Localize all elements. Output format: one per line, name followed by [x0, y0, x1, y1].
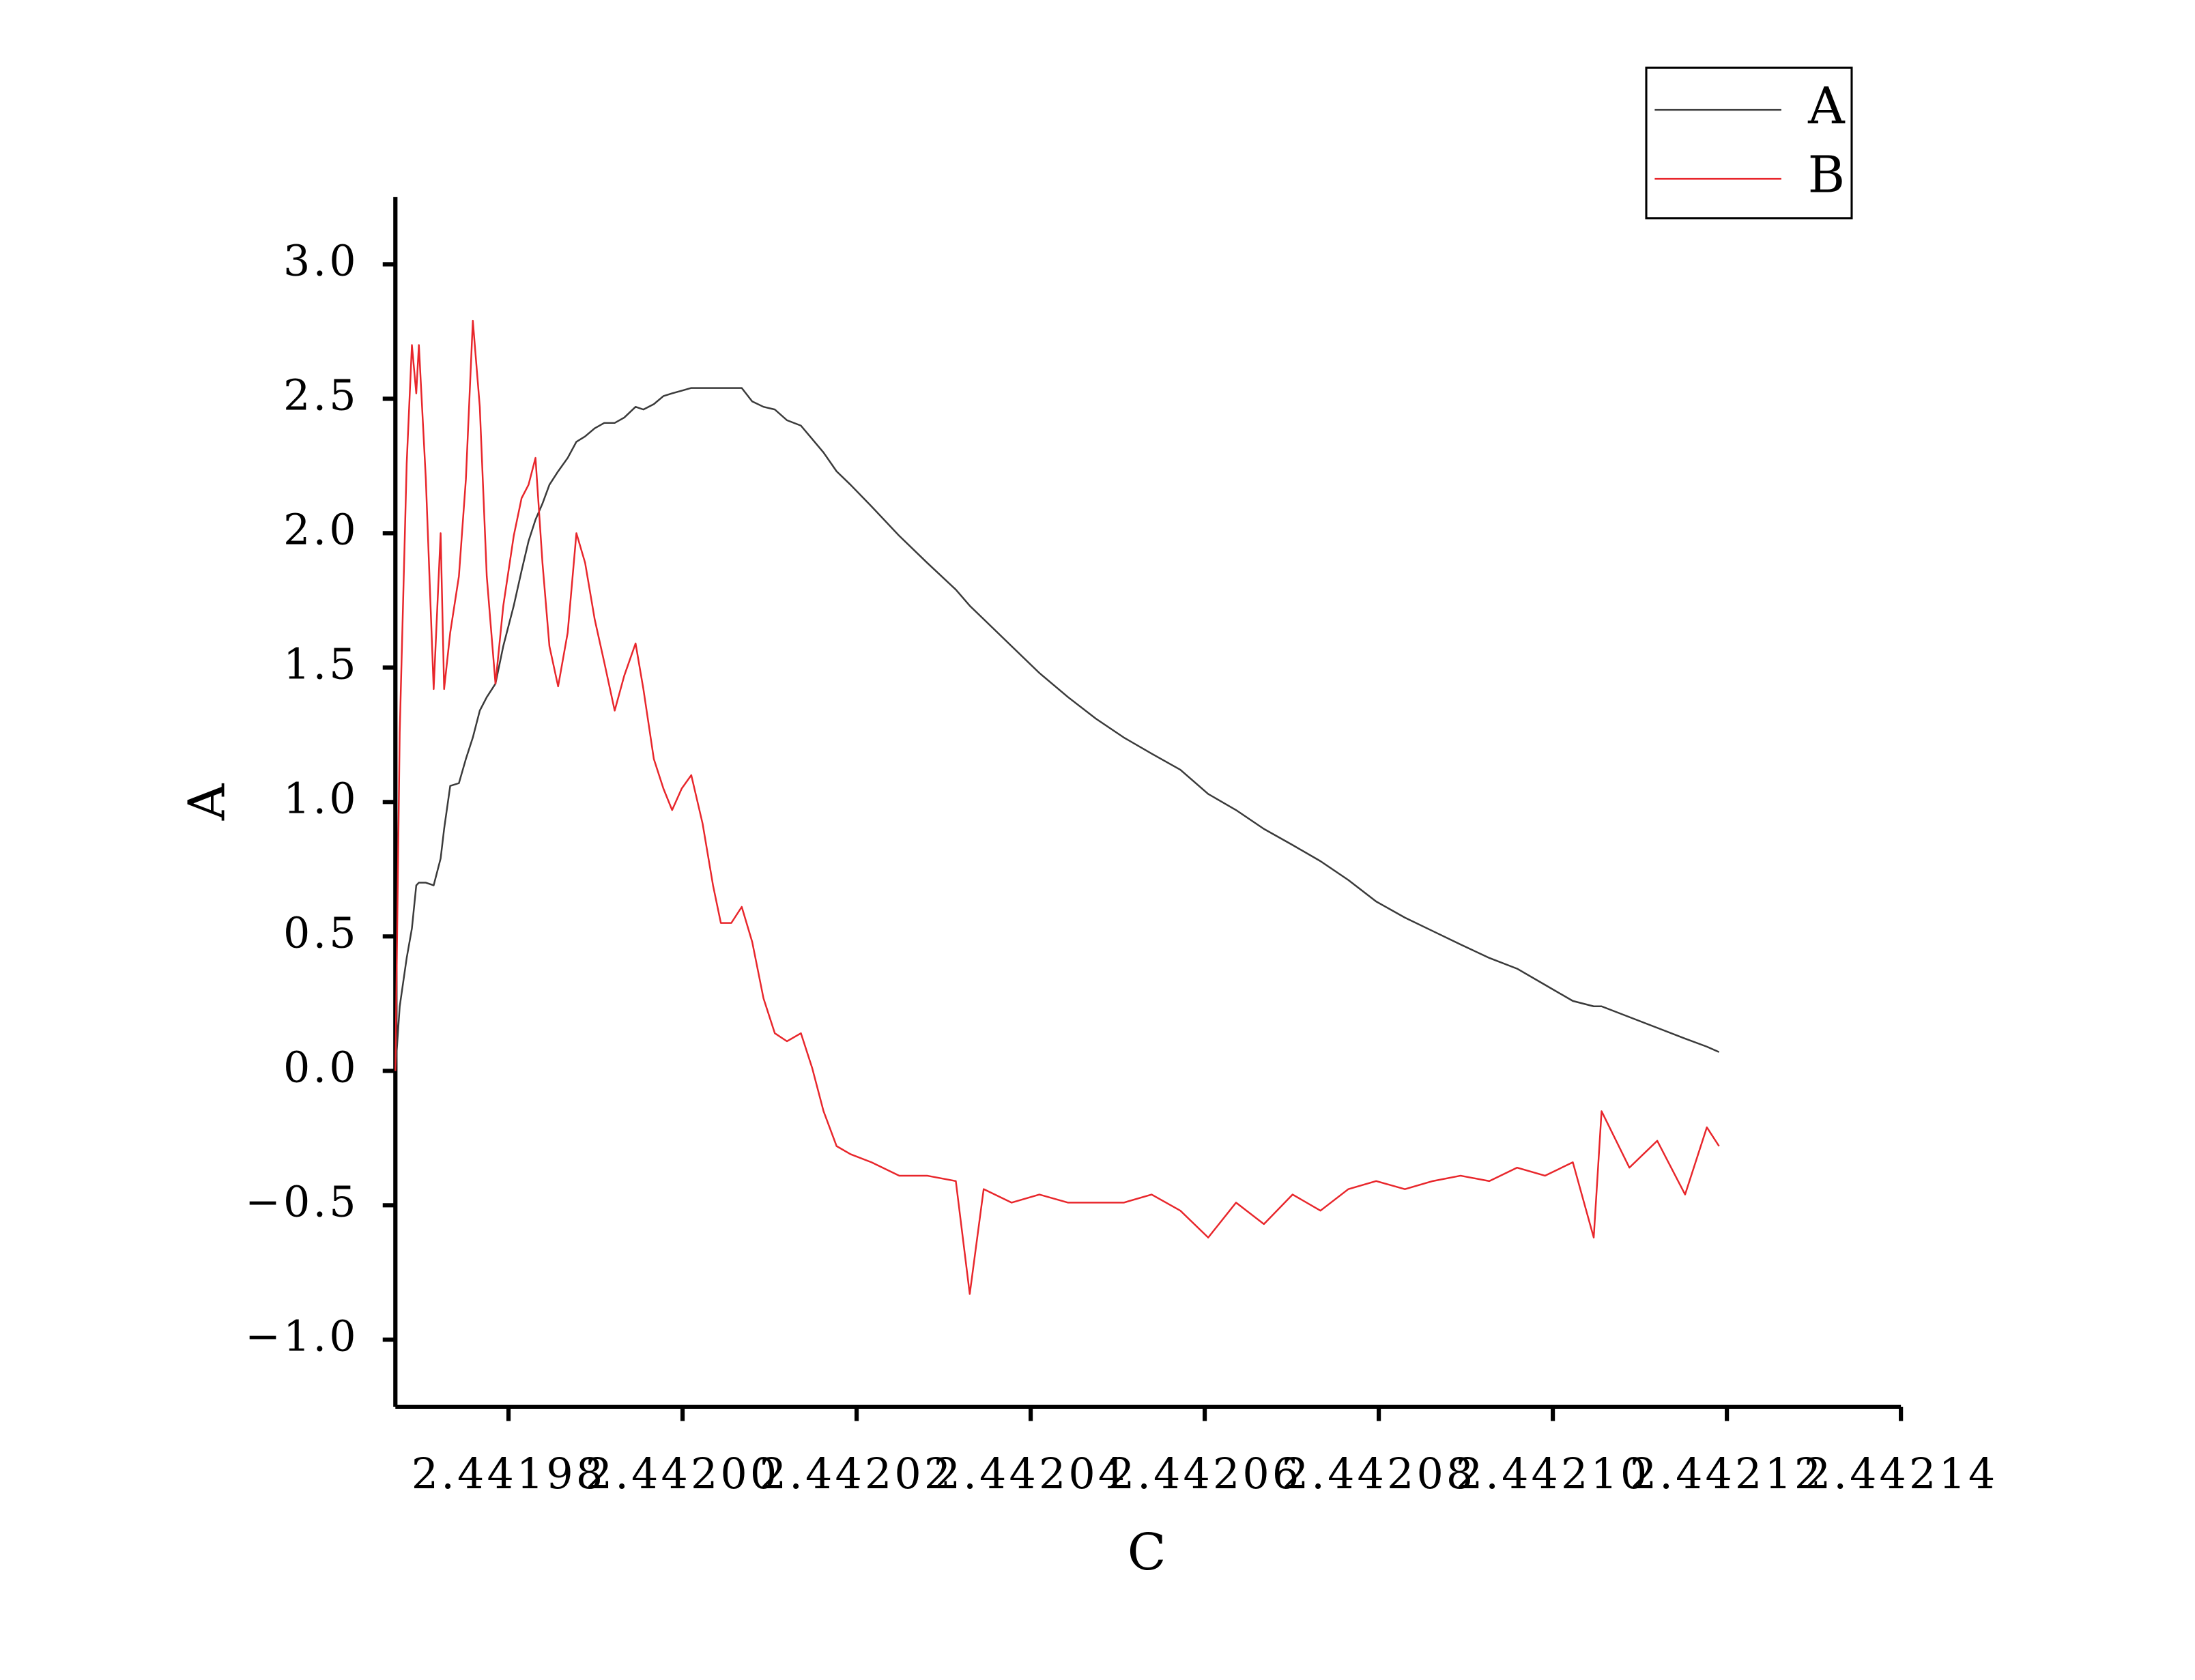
- x-tick-label: 2.44212: [1630, 1449, 1824, 1498]
- x-axis-title: C: [1128, 1522, 1166, 1582]
- x-tick-label: 2.44210: [1456, 1449, 1650, 1498]
- y-axis-title: A: [177, 783, 237, 821]
- x-tick-label: 2.44204: [934, 1449, 1128, 1498]
- y-tick-label: 1.0: [283, 774, 359, 823]
- x-tick-label: 2.44198: [412, 1449, 606, 1498]
- y-tick-label: −1.0: [245, 1312, 359, 1361]
- x-tick-label: 2.44202: [760, 1449, 954, 1498]
- legend-label: A: [1807, 76, 1846, 136]
- y-tick-label: 3.0: [283, 236, 359, 285]
- legend-label: B: [1808, 145, 1846, 205]
- x-tick-label: 2.44214: [1804, 1449, 1998, 1498]
- y-tick-label: 2.5: [283, 371, 359, 420]
- y-tick-label: 0.5: [283, 908, 359, 957]
- y-tick-label: 1.5: [283, 639, 359, 689]
- series-line: [394, 387, 1720, 1071]
- y-tick-label: 2.0: [283, 505, 359, 554]
- y-tick-label: −0.5: [245, 1177, 359, 1226]
- series-line: [394, 319, 1720, 1295]
- y-tick-label: 0.0: [283, 1043, 359, 1092]
- x-tick-label: 2.44208: [1282, 1449, 1476, 1498]
- x-tick-label: 2.44206: [1108, 1449, 1302, 1498]
- legend-box: [1645, 66, 1853, 220]
- x-tick-label: 2.44200: [586, 1449, 780, 1498]
